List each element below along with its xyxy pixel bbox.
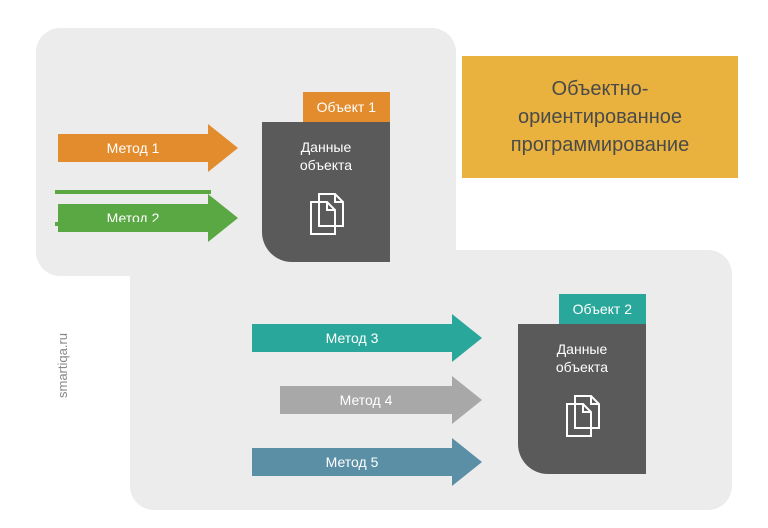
arrow-label: Метод 4 — [280, 386, 452, 414]
title-box: Объектно- ориентированное программирован… — [462, 56, 738, 178]
documents-icon — [301, 188, 351, 238]
watermark: smartiqa.ru — [55, 333, 70, 398]
arrow-head-icon — [208, 194, 238, 242]
arrow-head-icon — [452, 438, 482, 486]
method-arrow-1: Метод 1 — [58, 124, 238, 172]
title-text: Объектно- ориентированное программирован… — [511, 75, 689, 159]
method-arrow-3: Метод 3 — [252, 314, 482, 362]
arrow-head-icon — [208, 124, 238, 172]
object-data-text: Данные объекта — [262, 138, 390, 174]
object-label: Объект 1 — [303, 92, 390, 122]
object-data-text: Данные объекта — [518, 340, 646, 376]
arrow-head-icon — [452, 376, 482, 424]
arrow-label: Метод 1 — [58, 134, 208, 162]
arrow-label: Метод 3 — [252, 324, 452, 352]
method-arrow-4: Метод 4 — [280, 376, 482, 424]
object-box-1: Объект 1Данные объекта — [262, 122, 390, 262]
object-box-2: Объект 2Данные объекта — [518, 324, 646, 474]
documents-icon — [557, 390, 607, 440]
arrow-head-icon — [452, 314, 482, 362]
method-arrow-2: Метод 2 — [58, 194, 238, 242]
arrow-label: Метод 5 — [252, 448, 452, 476]
object-label: Объект 2 — [559, 294, 646, 324]
method-arrow-5: Метод 5 — [252, 438, 482, 486]
